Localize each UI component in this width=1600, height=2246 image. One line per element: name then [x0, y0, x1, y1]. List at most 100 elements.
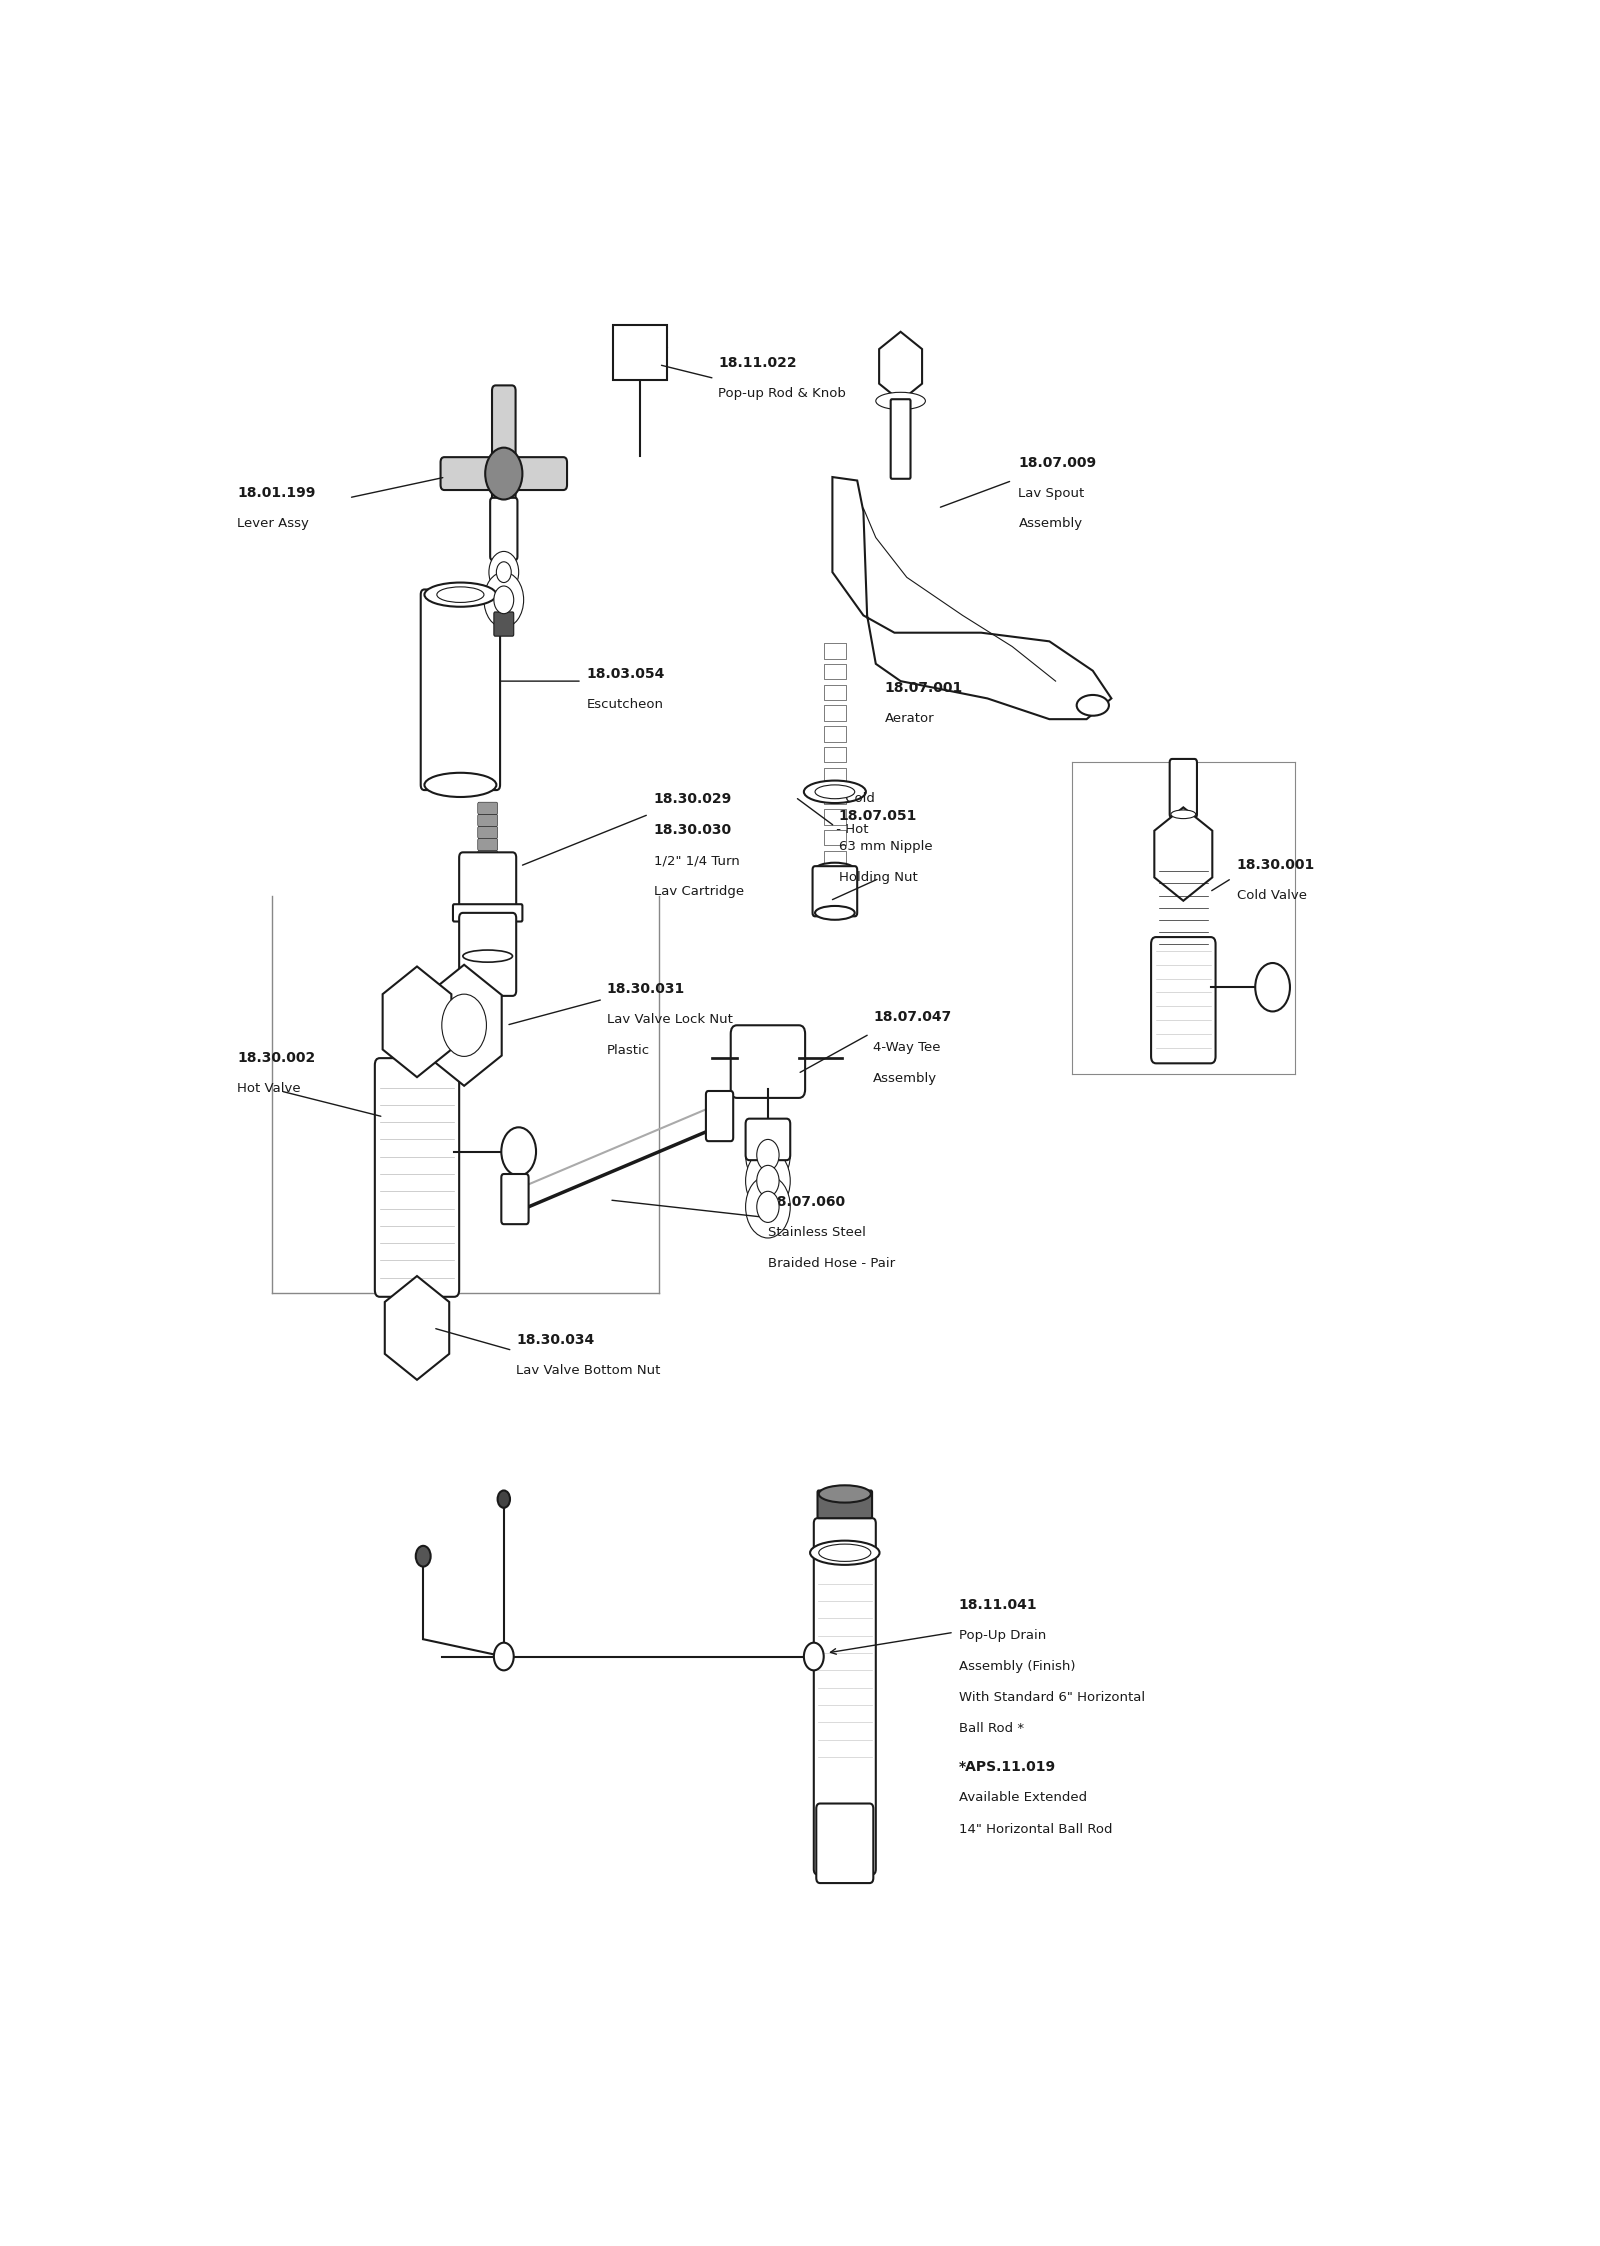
Text: Escutcheon: Escutcheon [587, 699, 664, 712]
Text: Pop-Up Drain: Pop-Up Drain [958, 1628, 1046, 1642]
Text: Hot Valve: Hot Valve [237, 1083, 301, 1096]
Ellipse shape [814, 862, 854, 876]
Circle shape [757, 1166, 779, 1197]
Text: 18.30.031: 18.30.031 [606, 982, 685, 995]
FancyBboxPatch shape [374, 1058, 459, 1296]
FancyBboxPatch shape [824, 642, 846, 658]
Text: Plastic: Plastic [606, 1044, 650, 1058]
FancyBboxPatch shape [824, 748, 846, 761]
Circle shape [803, 1642, 824, 1671]
Circle shape [416, 1545, 430, 1568]
Text: Pop-up Rod & Knob: Pop-up Rod & Knob [718, 386, 846, 400]
Text: 18.03.054: 18.03.054 [587, 667, 666, 681]
FancyBboxPatch shape [816, 1804, 874, 1882]
Text: Available Extended: Available Extended [958, 1792, 1086, 1804]
FancyBboxPatch shape [813, 867, 858, 916]
Circle shape [498, 1491, 510, 1507]
Text: 18.30.002: 18.30.002 [237, 1051, 315, 1065]
Ellipse shape [437, 586, 483, 602]
Circle shape [483, 573, 523, 627]
Text: Assembly: Assembly [874, 1071, 938, 1085]
Text: Holding Nut: Holding Nut [838, 871, 917, 885]
Ellipse shape [814, 905, 854, 921]
FancyBboxPatch shape [478, 851, 498, 862]
Text: 18.30.034: 18.30.034 [517, 1334, 595, 1348]
FancyBboxPatch shape [891, 400, 910, 478]
Circle shape [496, 562, 512, 582]
Circle shape [746, 1175, 790, 1238]
FancyBboxPatch shape [459, 912, 517, 995]
FancyBboxPatch shape [706, 1092, 733, 1141]
FancyBboxPatch shape [501, 1175, 528, 1224]
Text: Stainless Steel: Stainless Steel [768, 1226, 866, 1240]
Circle shape [757, 1139, 779, 1170]
Text: 1/2" 1/4 Turn: 1/2" 1/4 Turn [654, 853, 739, 867]
FancyBboxPatch shape [490, 499, 517, 559]
FancyBboxPatch shape [824, 851, 846, 867]
FancyBboxPatch shape [1170, 759, 1197, 818]
Polygon shape [382, 966, 451, 1078]
FancyBboxPatch shape [818, 1491, 872, 1518]
Text: Lever Assy: Lever Assy [237, 517, 309, 530]
FancyBboxPatch shape [824, 705, 846, 721]
Polygon shape [878, 332, 922, 402]
Polygon shape [384, 1276, 450, 1379]
Ellipse shape [810, 1541, 880, 1565]
FancyBboxPatch shape [731, 1024, 805, 1098]
FancyBboxPatch shape [613, 326, 667, 380]
Ellipse shape [1171, 811, 1195, 818]
Ellipse shape [424, 773, 496, 797]
FancyBboxPatch shape [1150, 937, 1216, 1062]
FancyBboxPatch shape [824, 788, 846, 804]
Text: 18.30.001: 18.30.001 [1237, 858, 1315, 871]
FancyBboxPatch shape [453, 905, 523, 921]
FancyBboxPatch shape [459, 851, 517, 914]
Text: With Standard 6" Horizontal: With Standard 6" Horizontal [958, 1691, 1146, 1705]
FancyBboxPatch shape [478, 802, 498, 815]
Text: Assembly: Assembly [1019, 517, 1083, 530]
FancyBboxPatch shape [478, 815, 498, 827]
Polygon shape [1154, 806, 1213, 901]
FancyBboxPatch shape [421, 588, 501, 791]
Ellipse shape [819, 1543, 870, 1561]
Text: Ball Rod *: Ball Rod * [958, 1723, 1024, 1736]
Polygon shape [427, 966, 502, 1085]
Ellipse shape [1077, 694, 1109, 716]
Text: Aerator: Aerator [885, 712, 934, 725]
Circle shape [494, 1642, 514, 1671]
Text: 18.07.047: 18.07.047 [874, 1011, 952, 1024]
Text: 14" Horizontal Ball Rod: 14" Horizontal Ball Rod [958, 1822, 1112, 1835]
FancyBboxPatch shape [493, 386, 515, 562]
Text: - Hot: - Hot [832, 822, 869, 836]
Circle shape [1256, 964, 1290, 1011]
Ellipse shape [424, 582, 496, 606]
Text: 18.30.029: 18.30.029 [654, 793, 733, 806]
Text: Braided Hose - Pair: Braided Hose - Pair [768, 1258, 894, 1269]
FancyBboxPatch shape [494, 611, 514, 636]
Circle shape [442, 995, 486, 1056]
Ellipse shape [819, 1485, 870, 1503]
Text: Assembly (Finish): Assembly (Finish) [958, 1660, 1075, 1673]
Text: Lav Spout: Lav Spout [1019, 487, 1085, 501]
Circle shape [485, 447, 522, 499]
FancyBboxPatch shape [478, 827, 498, 838]
Circle shape [746, 1150, 790, 1213]
Text: 18.11.041: 18.11.041 [958, 1597, 1037, 1613]
Ellipse shape [814, 784, 854, 800]
Text: Lav Valve Bottom Nut: Lav Valve Bottom Nut [517, 1363, 661, 1377]
Ellipse shape [803, 782, 866, 804]
FancyBboxPatch shape [824, 768, 846, 784]
Text: *APS.11.019: *APS.11.019 [958, 1761, 1056, 1774]
Ellipse shape [875, 393, 925, 409]
Text: 18.07.060: 18.07.060 [768, 1195, 846, 1208]
FancyBboxPatch shape [824, 685, 846, 701]
FancyBboxPatch shape [478, 838, 498, 851]
Circle shape [494, 586, 514, 613]
Polygon shape [832, 476, 1112, 719]
Ellipse shape [462, 950, 512, 961]
FancyBboxPatch shape [824, 829, 846, 844]
Text: 63 mm Nipple: 63 mm Nipple [838, 840, 933, 853]
Text: 18.07.001: 18.07.001 [885, 681, 963, 694]
FancyBboxPatch shape [824, 665, 846, 678]
Text: 18.01.199: 18.01.199 [237, 485, 315, 499]
